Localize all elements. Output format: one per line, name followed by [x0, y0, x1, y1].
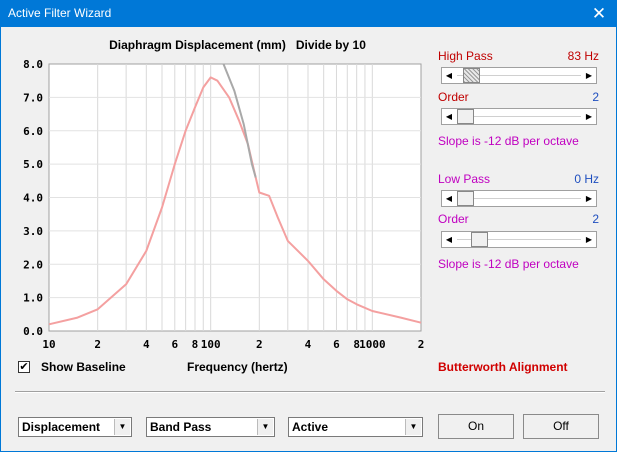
- slider-left-arrow-icon[interactable]: ◀: [445, 235, 453, 244]
- slider-thumb[interactable]: [470, 232, 488, 247]
- low-order-value: 2: [592, 212, 599, 226]
- high-slope-text: Slope is -12 dB per octave: [438, 134, 579, 148]
- x-tick-label: 2: [418, 338, 425, 351]
- slider-track: [457, 198, 581, 199]
- chevron-down-icon[interactable]: ▼: [405, 419, 421, 435]
- y-tick-labels: 0.0 1.0 2.0 3.0 4.0 5.0 6.0 7.0 8.0: [23, 58, 43, 338]
- mode-dropdown[interactable]: Active ▼: [288, 417, 423, 437]
- high-pass-slider[interactable]: ◀ ▶: [441, 67, 597, 84]
- low-order-slider[interactable]: ◀ ▶: [441, 231, 597, 248]
- display-dropdown-value: Displacement: [22, 420, 101, 434]
- high-order-label: Order: [438, 90, 469, 104]
- y-tick-label: 7.0: [23, 91, 43, 104]
- slider-right-arrow-icon[interactable]: ▶: [585, 71, 593, 80]
- series-line-active: [48, 76, 422, 326]
- y-tick-label: 5.0: [23, 158, 43, 171]
- slider-track: [457, 116, 581, 117]
- alignment-label: Butterworth Alignment: [438, 360, 568, 374]
- low-pass-value: 0 Hz: [574, 172, 599, 186]
- off-button[interactable]: Off: [523, 414, 599, 439]
- filter-type-dropdown[interactable]: Band Pass ▼: [146, 417, 275, 437]
- x-tick-label: 8: [192, 338, 199, 351]
- series-line-baseline: [222, 63, 257, 178]
- title-bar[interactable]: Active Filter Wizard ✕: [1, 1, 616, 27]
- x-tick-label: 1000: [359, 338, 386, 351]
- chevron-down-icon[interactable]: ▼: [257, 419, 273, 435]
- slider-thumb[interactable]: [463, 68, 481, 83]
- x-tick-label: 2: [94, 338, 101, 351]
- low-slope-text: Slope is -12 dB per octave: [438, 257, 579, 271]
- x-tick-label: 4: [305, 338, 312, 351]
- x-tick-label: 10: [42, 338, 55, 351]
- chevron-down-icon[interactable]: ▼: [114, 419, 130, 435]
- y-tick-label: 8.0: [23, 58, 43, 71]
- mode-dropdown-value: Active: [292, 420, 329, 434]
- y-tick-label: 3.0: [23, 225, 43, 238]
- low-pass-slider[interactable]: ◀ ▶: [441, 190, 597, 207]
- slider-track: [457, 239, 581, 240]
- slider-left-arrow-icon[interactable]: ◀: [445, 71, 453, 80]
- x-tick-label: 4: [143, 338, 150, 351]
- slider-right-arrow-icon[interactable]: ▶: [585, 194, 593, 203]
- show-baseline-checkbox[interactable]: ✔: [18, 361, 30, 373]
- filter-type-dropdown-value: Band Pass: [150, 420, 212, 434]
- low-order-label: Order: [438, 212, 469, 226]
- slider-left-arrow-icon[interactable]: ◀: [445, 194, 453, 203]
- slider-track: [457, 75, 581, 76]
- close-button[interactable]: ✕: [591, 4, 607, 23]
- y-tick-label: 0.0: [23, 325, 43, 338]
- low-pass-label: Low Pass: [438, 172, 491, 186]
- high-order-value: 2: [592, 90, 599, 104]
- high-pass-value: 83 Hz: [567, 49, 599, 63]
- y-tick-label: 1.0: [23, 292, 43, 305]
- plot-grid: [49, 64, 421, 331]
- slider-right-arrow-icon[interactable]: ▶: [585, 112, 593, 121]
- x-tick-label: 6: [171, 338, 178, 351]
- slider-thumb[interactable]: [457, 109, 474, 124]
- x-tick-label: 6: [333, 338, 340, 351]
- high-order-slider[interactable]: ◀ ▶: [441, 108, 597, 125]
- window-title: Active Filter Wizard: [8, 6, 112, 20]
- separator: [15, 391, 605, 393]
- x-tick-label: 8: [353, 338, 360, 351]
- x-tick-labels: 10 2 4 6 8 100 2 4 6 8 1000 2: [42, 338, 424, 351]
- plot-series: [48, 63, 422, 326]
- chart-title: Diaphragm Displacement (mm) Divide by 10: [109, 38, 366, 52]
- slider-thumb[interactable]: [457, 191, 474, 206]
- x-tick-label: 2: [256, 338, 263, 351]
- y-tick-label: 4.0: [23, 192, 43, 205]
- show-baseline-label[interactable]: Show Baseline: [41, 360, 126, 374]
- high-pass-label: High Pass: [438, 49, 493, 63]
- x-tick-label: 100: [201, 338, 221, 351]
- y-tick-label: 6.0: [23, 125, 43, 138]
- slider-left-arrow-icon[interactable]: ◀: [445, 112, 453, 121]
- y-tick-label: 2.0: [23, 258, 43, 271]
- display-dropdown[interactable]: Displacement ▼: [18, 417, 132, 437]
- on-button[interactable]: On: [438, 414, 514, 439]
- slider-right-arrow-icon[interactable]: ▶: [585, 235, 593, 244]
- x-axis-label: Frequency (hertz): [187, 360, 288, 374]
